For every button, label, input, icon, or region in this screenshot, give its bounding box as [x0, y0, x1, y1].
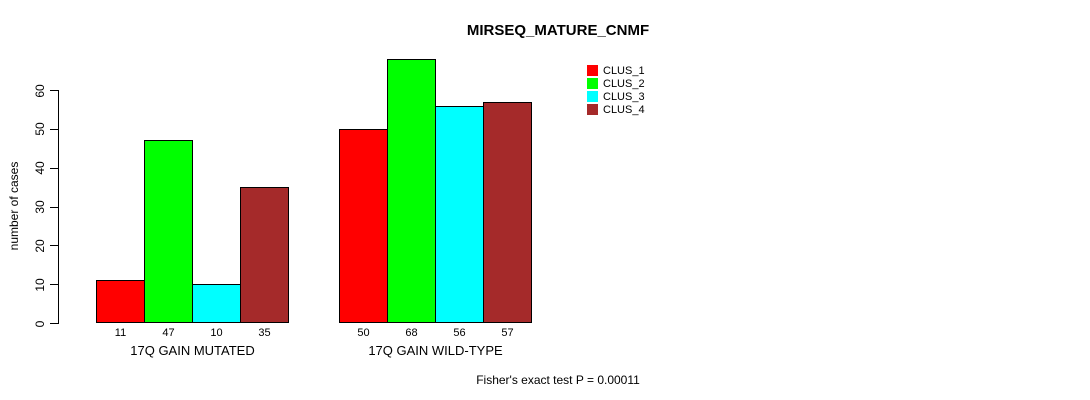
bar-value-label: 47 [162, 327, 175, 339]
y-axis-tick-label: 40 [33, 161, 47, 175]
y-axis-tick-label: 60 [33, 83, 47, 98]
legend-item: CLUS_4 [587, 103, 645, 116]
legend-item: CLUS_1 [587, 64, 645, 77]
bar-CLUS_4 [240, 187, 289, 323]
legend-swatch-CLUS_4 [587, 104, 598, 115]
legend-label: CLUS_4 [603, 103, 645, 116]
y-axis-tick [50, 167, 58, 169]
category-label: 17Q GAIN WILD-TYPE [368, 343, 503, 358]
bar-CLUS_1 [339, 129, 388, 323]
y-axis-tick-label: 0 [33, 320, 47, 327]
bar-value-label: 35 [258, 327, 271, 339]
legend-swatch-CLUS_1 [587, 65, 598, 76]
y-axis-tick [50, 284, 58, 286]
bar-value-label: 10 [210, 327, 223, 339]
bar-value-label: 68 [405, 327, 418, 339]
y-axis-tick-label: 10 [33, 277, 47, 292]
bar-CLUS_4 [483, 102, 532, 323]
bar-CLUS_2 [387, 59, 436, 323]
y-axis-tick [50, 323, 58, 324]
bar-value-label: 11 [114, 327, 127, 339]
legend: CLUS_1 CLUS_2 CLUS_3 CLUS_4 [587, 64, 645, 116]
chart-title: MIRSEQ_MATURE_CNMF [466, 22, 650, 39]
bar-CLUS_1 [96, 280, 145, 323]
y-axis-tick-label: 20 [33, 239, 47, 253]
y-axis-tick [50, 245, 58, 247]
y-axis-tick [50, 206, 58, 208]
fisher-test-annotation: Fisher's exact test P = 0.00011 [476, 373, 640, 387]
y-axis-label: number of cases [7, 161, 21, 251]
y-axis-tick [50, 90, 58, 91]
y-axis-tick [50, 128, 58, 130]
legend-swatch-CLUS_3 [587, 91, 598, 102]
y-axis-tick-label: 50 [33, 122, 47, 137]
y-axis-line [58, 90, 59, 324]
bar-CLUS_2 [144, 140, 193, 323]
bar-value-label: 50 [357, 327, 370, 339]
legend-label: CLUS_2 [603, 77, 645, 90]
legend-label: CLUS_3 [603, 90, 645, 103]
bar-CLUS_3 [435, 106, 484, 323]
legend-item: CLUS_3 [587, 90, 645, 103]
category-label: 17Q GAIN MUTATED [130, 343, 255, 358]
bar-value-label: 57 [501, 327, 514, 339]
legend-item: CLUS_2 [587, 77, 645, 90]
bar-value-label: 56 [453, 327, 466, 339]
bar-CLUS_3 [192, 284, 241, 323]
y-axis-tick-label: 30 [33, 200, 47, 214]
legend-swatch-CLUS_2 [587, 78, 598, 89]
legend-label: CLUS_1 [603, 64, 645, 77]
